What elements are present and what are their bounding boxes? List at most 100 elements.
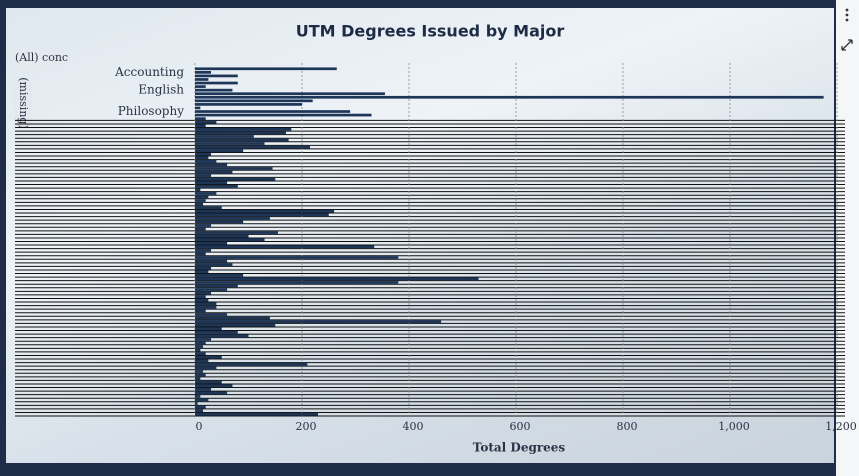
bar — [195, 184, 238, 188]
bar — [195, 355, 222, 359]
bar — [195, 277, 479, 281]
filter-box[interactable] — [14, 51, 64, 65]
bar — [195, 145, 311, 149]
bar — [195, 199, 206, 202]
bar — [195, 181, 228, 185]
x-tick-label: 200 — [295, 420, 316, 433]
x-tick-label: 1,000 — [718, 420, 750, 433]
bar — [195, 85, 206, 88]
x-axis-title: Total Degrees — [473, 441, 566, 455]
bar — [195, 127, 292, 131]
filter-label[interactable]: (All) conc — [15, 51, 68, 64]
bar — [195, 88, 233, 92]
bar — [195, 220, 244, 224]
bar — [195, 81, 238, 85]
bar — [195, 338, 212, 341]
bar — [195, 341, 206, 345]
bar — [195, 152, 212, 156]
bar — [195, 259, 228, 263]
y-tick-label: Philosophy — [118, 104, 184, 118]
bar — [195, 252, 206, 256]
bar — [195, 298, 209, 302]
missing-box — [14, 80, 32, 126]
bar — [195, 167, 273, 170]
bar — [195, 387, 212, 391]
bar — [195, 206, 222, 210]
x-tick-label: 400 — [402, 420, 423, 433]
y-tick-label: English — [138, 83, 184, 97]
bar — [195, 135, 254, 138]
bar — [195, 224, 212, 227]
bar — [195, 163, 228, 167]
bar — [195, 266, 212, 270]
x-tick-label: 1,200 — [825, 420, 857, 433]
bar — [195, 120, 217, 124]
bar — [195, 131, 286, 135]
bar — [195, 78, 209, 81]
toolbar-icons — [841, 8, 853, 51]
bar — [195, 188, 201, 192]
bar — [195, 70, 212, 74]
bar — [195, 302, 217, 306]
side-toolbar — [836, 0, 859, 476]
bar — [195, 295, 206, 299]
bar — [195, 113, 372, 117]
bar — [195, 309, 206, 313]
bar — [195, 213, 329, 217]
bar — [195, 67, 337, 71]
bar — [195, 106, 201, 110]
bar — [195, 313, 228, 316]
bar — [195, 405, 206, 409]
bar — [195, 138, 289, 142]
bar — [195, 323, 276, 327]
bar — [195, 92, 385, 96]
bar — [195, 363, 308, 366]
bar — [195, 345, 204, 348]
bar — [195, 380, 222, 384]
bar — [195, 348, 201, 352]
bar — [195, 202, 204, 206]
bar — [195, 117, 206, 120]
bar — [195, 74, 238, 78]
bar — [195, 149, 244, 153]
bar — [195, 256, 399, 259]
bar — [195, 306, 217, 309]
bar — [195, 391, 228, 395]
drag-handle[interactable]: ···· — [424, 2, 436, 12]
bar — [195, 103, 302, 106]
chart-title: UTM Degrees Issued by Major — [296, 22, 565, 41]
bar — [195, 238, 265, 242]
bar — [195, 316, 270, 320]
bar — [195, 99, 313, 103]
bar — [195, 366, 217, 370]
bar — [195, 231, 278, 234]
bar — [195, 334, 249, 338]
bar — [195, 402, 198, 405]
bar — [195, 384, 233, 388]
bar — [195, 174, 212, 177]
bar — [195, 192, 217, 195]
bar — [195, 273, 244, 277]
bar — [195, 370, 204, 373]
y-tick-label: Accounting — [114, 65, 184, 79]
missing-label: (missing) — [17, 77, 30, 128]
bar — [195, 245, 375, 249]
bar — [195, 263, 233, 267]
bar — [195, 160, 217, 163]
bar — [195, 327, 222, 331]
bar — [195, 270, 209, 274]
bar — [195, 209, 335, 213]
bar — [195, 156, 209, 160]
bar — [195, 395, 201, 398]
bar — [195, 412, 319, 416]
x-tick-label: 0 — [196, 420, 203, 433]
x-tick-label: 800 — [616, 420, 637, 433]
bar — [195, 249, 212, 252]
bar — [195, 288, 228, 291]
bar — [195, 177, 276, 181]
bar — [195, 284, 238, 288]
bar — [195, 409, 204, 413]
bar — [195, 352, 206, 356]
